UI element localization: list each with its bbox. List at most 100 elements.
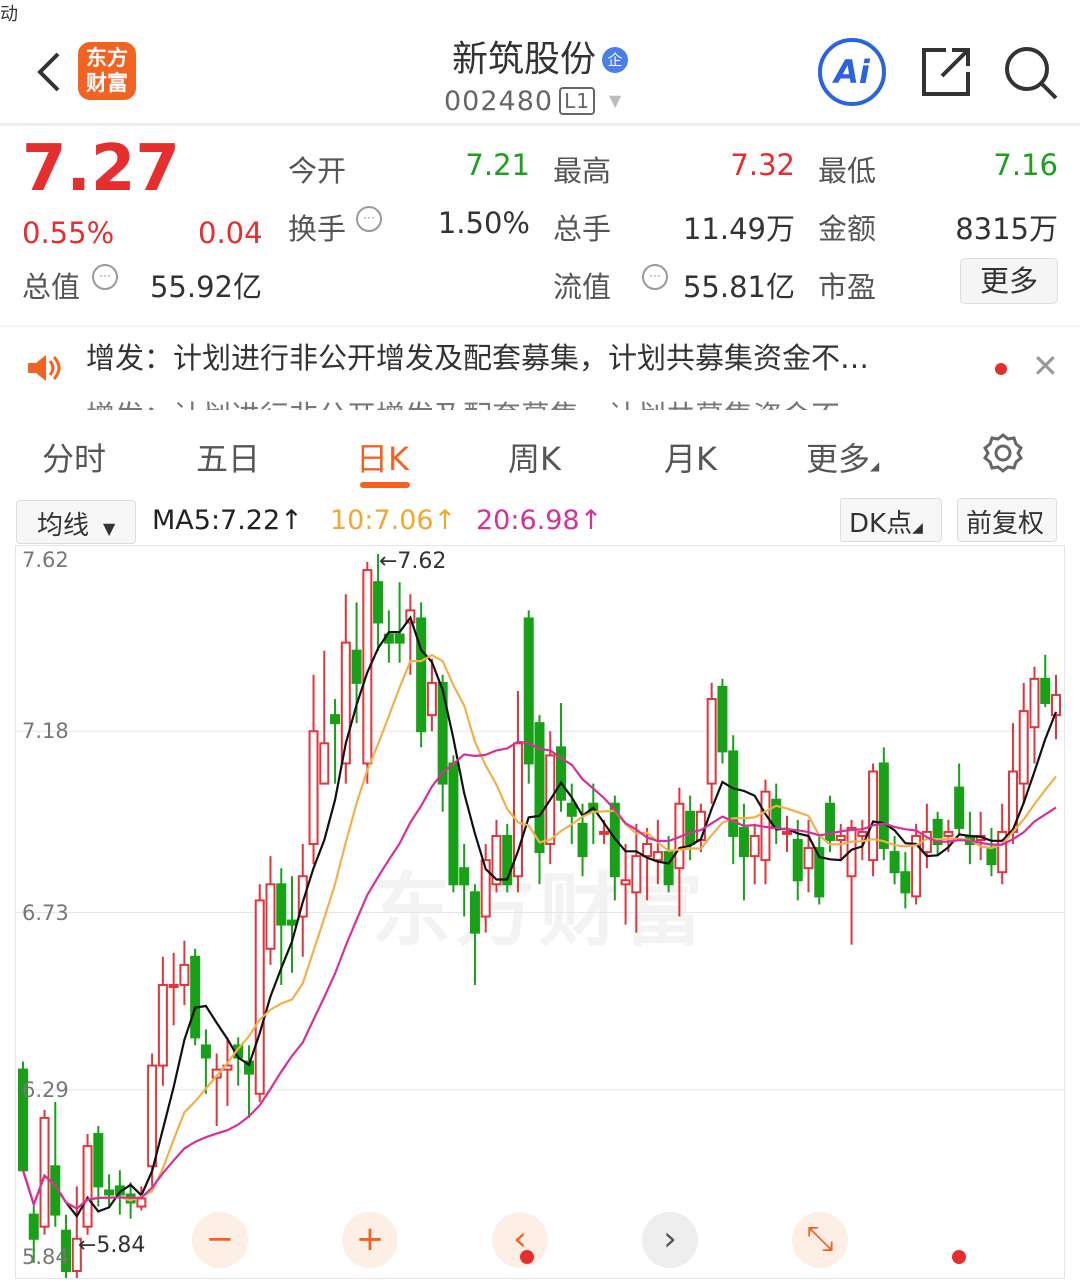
logo-text: 东方 [86,46,128,70]
tab-label: 日K [356,440,409,478]
candle [1018,682,1029,804]
candle [190,948,201,1046]
dk-label: DK点 [849,509,913,539]
more-button[interactable]: 更多 [960,258,1058,304]
zoom-out-button[interactable]: − [192,1212,248,1268]
unread-dot [995,363,1007,375]
change-amount: 0.04 [198,216,263,250]
tab-0[interactable]: 分时 [42,434,106,480]
close-icon[interactable]: ✕ [1032,347,1059,385]
info-icon[interactable]: ··· [642,264,668,290]
indicator-select-label: 均线 [37,511,90,541]
candle [480,844,491,933]
candle [469,884,480,986]
stock-code-row[interactable]: 002480 L1 ▼ [444,86,622,117]
candle [771,783,782,845]
current-price: 7.27 [22,132,180,206]
candle [416,602,427,748]
zoom-in-button[interactable]: + [342,1212,398,1268]
field-label: 今开 [288,154,347,188]
field-value: 8315万 [955,212,1058,246]
notice-bar[interactable]: 增发：计划进行非公开增发及配套募集，计划共募集资金不… 增发：计划进行非公开增发… [0,326,1080,410]
field-label: 换手 [288,212,347,246]
tab-label: 分时 [42,440,107,478]
expand-icon: ⤡ [806,1219,834,1259]
candle [868,763,879,877]
corner-caret-icon: ◢ [912,520,923,536]
field-label: 最高 [553,154,612,188]
candle [652,819,663,885]
stock-code: 002480 [444,86,554,117]
share-icon[interactable] [918,44,974,100]
tab-1[interactable]: 五日 [196,434,260,480]
candle [61,1214,72,1278]
candle [1040,654,1051,708]
search-icon[interactable] [1002,44,1060,102]
info-icon[interactable]: ··· [92,264,118,290]
tab-4[interactable]: 月K [664,434,717,480]
candle [685,795,696,861]
adjust-button[interactable]: 前复权 [957,498,1057,542]
candle [82,1134,93,1235]
max-price-label: ←7.62 [379,549,447,574]
tab-2[interactable]: 日K [356,434,409,480]
y-tick-label: 7.18 [22,719,69,744]
candle [911,823,922,905]
candle [760,779,771,885]
field-label: 总值 [22,270,81,304]
candle [265,856,276,965]
tab-5[interactable]: 更多◢ [806,434,879,480]
ai-button[interactable]: Ai [818,38,886,106]
candle [147,1053,158,1187]
ma20-value: 20:6.98↑ [476,505,603,536]
candle [50,1101,61,1227]
next-button[interactable]: › [642,1212,698,1268]
field-value: 7.32 [730,148,795,182]
expand-button[interactable]: ⤡ [792,1212,848,1268]
y-tick-label: 6.73 [22,900,69,925]
back-icon[interactable] [34,50,64,94]
candle [28,1206,39,1263]
candle [179,940,190,1006]
ma10-value: 10:7.06↑ [330,505,457,536]
candle [523,610,534,784]
candle [93,1125,104,1207]
candle [835,823,846,861]
candle [308,674,319,865]
candle [717,678,728,764]
candle [200,1029,211,1094]
candle [222,1037,233,1106]
tab-3[interactable]: 周K [508,434,561,480]
candle [340,594,351,784]
field-label: 最低 [818,154,877,188]
candle [846,819,857,945]
logo-text: 财富 [86,71,128,95]
level-badge: L1 [559,87,595,115]
notice-text: 增发：计划进行非公开增发及配套募集，计划共募集资金不… [86,341,870,375]
dk-button[interactable]: DK点◢ [840,498,942,542]
tab-label: 五日 [196,440,261,478]
candle [254,884,265,1102]
info-icon[interactable]: ··· [356,206,382,232]
stock-name: 新筑股份 [451,39,596,80]
candle [1029,666,1040,764]
speaker-icon [28,355,61,381]
indicator-select[interactable]: 均线 ▼ [16,500,136,544]
candle [954,763,965,836]
candle [459,844,470,917]
field-label: 市盈 [818,270,877,304]
dropdown-caret-icon[interactable]: ▼ [608,91,623,110]
candle [319,650,330,785]
candle [426,658,437,732]
gear-icon[interactable] [982,432,1024,474]
candle [168,952,179,1026]
kline-chart[interactable]: 东方财富 7.62 7.18 6.73 6.29 5.84 ←7.62 ←5.84 [15,545,1065,1279]
chevron-down-icon: ▼ [103,519,116,538]
red-dot [520,1250,534,1264]
ma5-value: MA5:7.22↑ [152,505,303,536]
candle [448,755,459,893]
candle [728,735,739,865]
tab-label: 更多 [806,440,871,478]
corner-caret-icon: ◢ [870,459,880,473]
field-sup: 动 [0,4,18,25]
